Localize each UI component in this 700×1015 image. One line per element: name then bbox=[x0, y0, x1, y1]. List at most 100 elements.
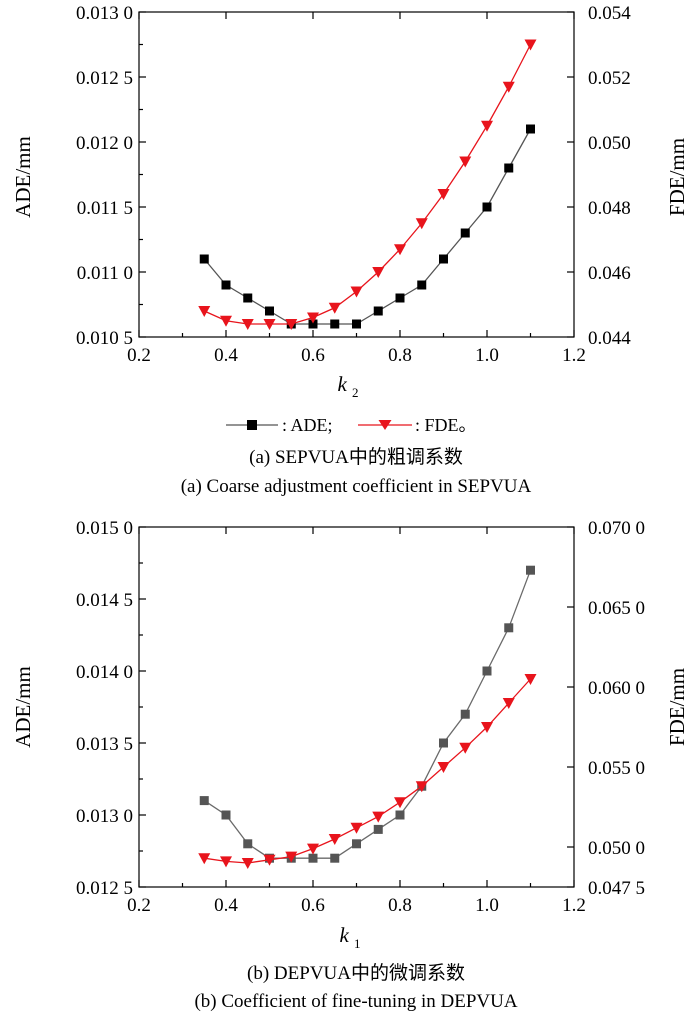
chart-a-point-fde bbox=[350, 286, 363, 298]
chart-b-point-ade bbox=[199, 796, 209, 806]
chart-b-x-axis-title: k 1 bbox=[339, 923, 360, 951]
chart-a-point-ade bbox=[265, 306, 274, 316]
chart-a-point-fde bbox=[198, 306, 211, 317]
chart-a-point-fde bbox=[241, 319, 254, 330]
chart-a-y2-tick-label: 0.050 bbox=[588, 133, 631, 154]
chart-b-y2-tick-label: 0.065 0 bbox=[588, 598, 645, 619]
chart-a-point-ade bbox=[221, 280, 231, 290]
chart-a-point-fde bbox=[263, 319, 276, 330]
chart-a-point-fde bbox=[437, 189, 450, 200]
chart-a-point-fde bbox=[285, 319, 298, 330]
legend-fde-label: : FDE。 bbox=[415, 415, 477, 435]
chart-b-point-fde bbox=[198, 853, 211, 865]
chart-a-y2-tick-label: 0.044 bbox=[588, 328, 631, 349]
chart-a-point-fde bbox=[481, 120, 493, 132]
chart-a-point-ade bbox=[243, 293, 253, 303]
chart-a-point-ade bbox=[330, 319, 340, 329]
chart-b-plot-area: 0.2 0.4 0.6 0.8 1.0 1.2 0.012 5 0.013 0 0.013 5 0… bbox=[76, 518, 645, 916]
chart-b-y-axis-title: ADE/mm bbox=[11, 666, 35, 748]
chart-a-point-ade bbox=[199, 254, 209, 264]
chart-a-point-fde bbox=[415, 218, 428, 230]
chart-a-x-axis-title-main: k bbox=[337, 372, 347, 396]
chart-b-point-fde bbox=[372, 811, 385, 823]
chart-b-y2-tick-label: 0.047 5 bbox=[588, 878, 645, 899]
chart-b-point-fde bbox=[241, 858, 254, 869]
chart-a-point-ade bbox=[504, 163, 514, 173]
chart-b-point-ade bbox=[504, 623, 514, 633]
chart-b-series-ade-line bbox=[203, 569, 532, 859]
chart-b-point-fde bbox=[415, 781, 428, 793]
chart-b-point-ade bbox=[439, 738, 448, 748]
chart-b-x-axis-title-sub: 1 bbox=[354, 936, 361, 951]
chart-a-point-ade bbox=[352, 319, 361, 329]
chart-a-point-fde bbox=[459, 156, 472, 168]
legend-ade-marker bbox=[247, 420, 257, 430]
chart-a-y-axis-title: ADE/mm bbox=[11, 136, 35, 218]
chart-b-x-tick-label: 0.4 bbox=[214, 895, 238, 916]
legend-ade-label: : ADE; bbox=[282, 415, 333, 435]
chart-a-x-tick-label: 0.2 bbox=[127, 345, 151, 366]
chart-b-y2-tick-label: 0.070 0 bbox=[588, 518, 645, 539]
chart-a-point-fde bbox=[220, 315, 232, 327]
chart-a-series-ade-line bbox=[203, 128, 532, 325]
chart-b-point-ade bbox=[526, 565, 535, 575]
chart-b-y-tick-label: 0.013 5 bbox=[76, 734, 133, 755]
chart-b-point-fde bbox=[263, 854, 276, 866]
chart-a-y2-tick-label: 0.048 bbox=[588, 198, 631, 219]
chart-b-point-ade bbox=[330, 853, 340, 863]
chart-a-x-axis-title-sub: 2 bbox=[352, 385, 359, 400]
chart-a-plot-area: 0.2 0.4 0.6 0.8 1.0 1.2 0.010 5 0.011 0 0.011 5 0… bbox=[76, 3, 631, 366]
chart-b-point-fde bbox=[459, 742, 472, 754]
chart-b-point-fde bbox=[502, 698, 515, 709]
chart-a-point-ade bbox=[373, 306, 383, 316]
chart-b: 0.2 0.4 0.6 0.8 1.0 1.2 0.012 5 0.013 0 0.013 5 0… bbox=[11, 518, 689, 1012]
chart-b-caption-zh: (b) DEPVUA中的微调系数 bbox=[247, 962, 465, 984]
chart-b-point-fde bbox=[328, 834, 341, 845]
chart-a-x-tick-label: 1.0 bbox=[475, 345, 499, 366]
chart-a-caption-en: (a) Coarse adjustment coefficient in SEP… bbox=[181, 476, 532, 497]
chart-b-point-fde bbox=[350, 822, 363, 834]
chart-a-x-tick-label: 0.6 bbox=[301, 345, 325, 366]
chart-b-y-tick-label: 0.014 5 bbox=[76, 590, 133, 611]
chart-a-point-fde bbox=[524, 39, 537, 51]
chart-a-legend: : ADE; : FDE。 bbox=[226, 415, 477, 435]
chart-b-point-fde bbox=[394, 797, 406, 809]
chart-b-x-axis-title-main: k bbox=[339, 923, 349, 947]
chart-b-point-fde bbox=[220, 856, 232, 868]
chart-b-series-fde-line bbox=[204, 678, 531, 864]
chart-a: 0.2 0.4 0.6 0.8 1.0 1.2 0.010 5 0.011 0 0.011 5 0… bbox=[11, 3, 689, 497]
chart-a-point-fde bbox=[328, 302, 341, 314]
chart-b-caption-en: (b) Coefficient of fine-tuning in DEPVUA bbox=[194, 991, 517, 1012]
chart-a-point-ade bbox=[395, 293, 405, 303]
chart-b-y-tick-label: 0.015 0 bbox=[76, 518, 133, 539]
chart-b-y-tick-label: 0.013 0 bbox=[76, 806, 133, 827]
chart-b-point-ade bbox=[373, 824, 383, 834]
chart-b-y-tick-label: 0.012 5 bbox=[76, 878, 133, 899]
chart-b-point-ade bbox=[308, 853, 318, 863]
chart-b-point-fde bbox=[437, 762, 450, 773]
chart-a-y-tick-label: 0.010 5 bbox=[76, 328, 133, 349]
chart-a-point-fde bbox=[372, 267, 385, 278]
chart-b-y2-axis-title: FDE/mm bbox=[665, 668, 689, 746]
chart-a-x-axis-title: k 2 bbox=[337, 372, 358, 400]
chart-b-point-ade bbox=[460, 709, 470, 719]
chart-b-y2-tick-label: 0.060 0 bbox=[588, 678, 645, 699]
chart-a-y2-tick-label: 0.046 bbox=[588, 263, 631, 284]
chart-b-y2-tick-label: 0.055 0 bbox=[588, 758, 645, 779]
chart-b-x-tick-label: 0.2 bbox=[127, 895, 151, 916]
chart-a-y2-axis-title: FDE/mm bbox=[665, 138, 689, 216]
chart-b-point-fde bbox=[307, 843, 319, 855]
chart-b-y2-tick-label: 0.050 0 bbox=[588, 838, 645, 859]
chart-a-y-tick-label: 0.011 5 bbox=[77, 198, 133, 219]
chart-b-x-tick-label: 1.2 bbox=[562, 895, 586, 916]
chart-b-x-tick-label: 1.0 bbox=[475, 895, 499, 916]
chart-a-point-ade bbox=[308, 319, 318, 329]
chart-a-x-tick-label: 0.8 bbox=[388, 345, 412, 366]
chart-b-x-tick-label: 0.8 bbox=[388, 895, 412, 916]
chart-b-point-ade bbox=[243, 839, 253, 849]
chart-a-y-tick-label: 0.012 5 bbox=[76, 68, 133, 89]
chart-a-y-tick-label: 0.013 0 bbox=[76, 3, 133, 24]
chart-a-point-fde bbox=[307, 312, 319, 324]
chart-a-point-ade bbox=[482, 202, 492, 212]
